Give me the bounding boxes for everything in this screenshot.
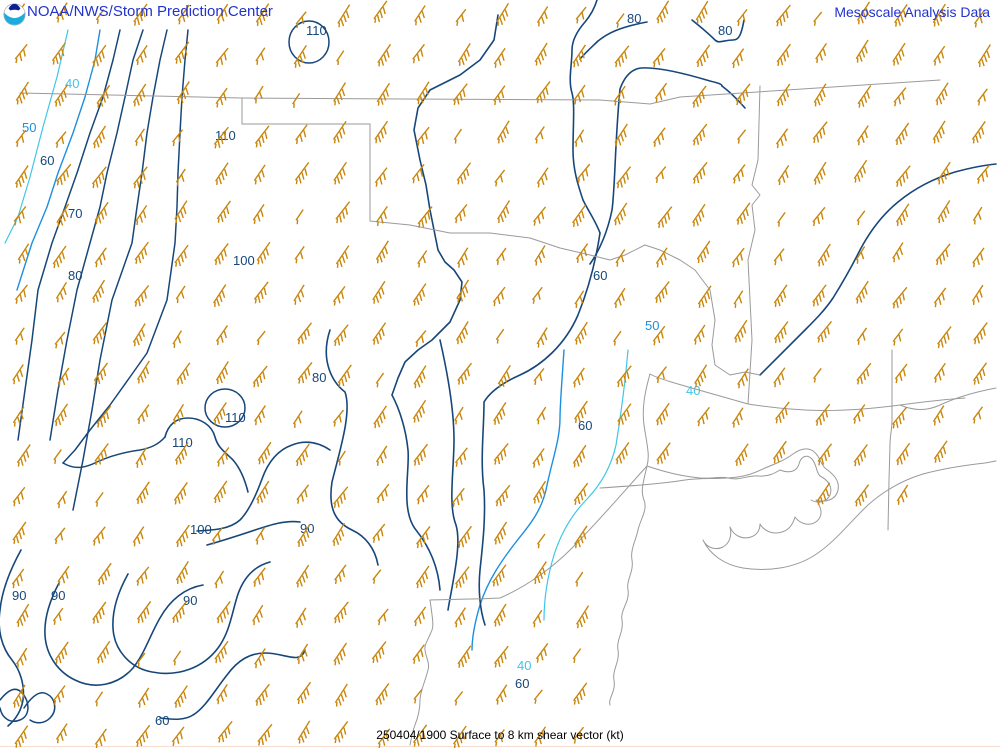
svg-text:80: 80 [68,268,82,283]
svg-text:40: 40 [686,383,700,398]
svg-text:60: 60 [40,153,54,168]
svg-text:40: 40 [65,76,79,91]
svg-text:80: 80 [312,370,326,385]
svg-text:100: 100 [190,522,212,537]
svg-text:110: 110 [172,435,193,450]
svg-text:110: 110 [225,410,246,425]
svg-text:60: 60 [593,268,607,283]
svg-text:70: 70 [68,206,82,221]
svg-text:90: 90 [183,593,197,608]
svg-text:110: 110 [306,23,327,38]
svg-text:80: 80 [627,11,641,26]
svg-text:90: 90 [51,588,65,603]
svg-text:60: 60 [155,713,169,728]
svg-text:40: 40 [517,658,531,673]
svg-text:60: 60 [515,676,529,691]
svg-text:50: 50 [645,318,659,333]
svg-text:80: 80 [718,23,732,38]
svg-text:100: 100 [233,253,255,268]
svg-text:90: 90 [12,588,26,603]
